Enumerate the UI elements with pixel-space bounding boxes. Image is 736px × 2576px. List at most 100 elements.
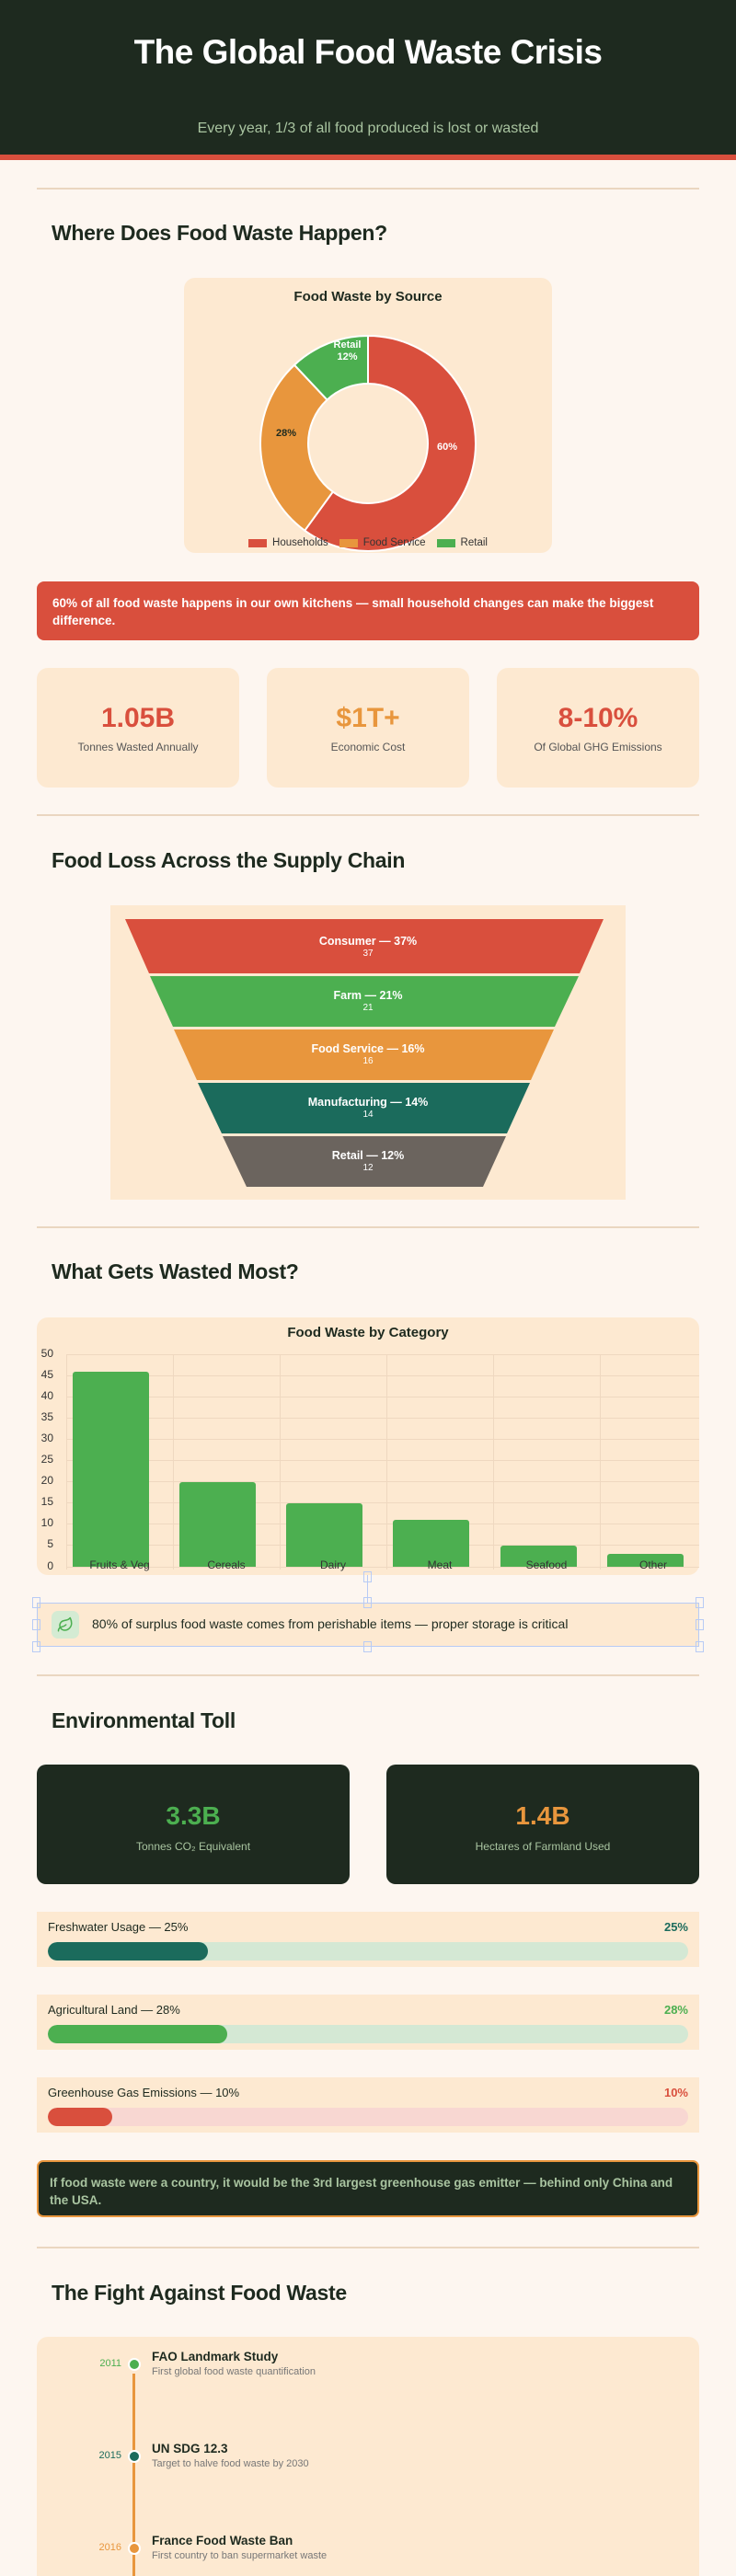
funnel-stage-manufacturing[interactable] [198,1083,530,1133]
donut-label-retail-name: Retail [333,339,362,351]
gridline-vertical [386,1354,387,1570]
donut-slice-food-service[interactable] [259,363,335,533]
bar-other[interactable] [607,1554,684,1567]
stat-label: Economic Cost [330,741,406,753]
donut-slice-households[interactable] [303,334,477,552]
section-title-what: What Gets Wasted Most? [52,1259,299,1283]
funnel-label-manufacturing: Manufacturing — 14% 14 [110,1096,626,1120]
gridline [66,1439,699,1440]
bar-chart-title: Food Waste by Category [287,1325,449,1340]
timeline-year: 2011 [99,2358,121,2369]
y-tick: 20 [40,1474,53,1487]
x-tick: Dairy [319,1558,346,1571]
selection-handle-right[interactable] [696,1619,704,1630]
meter-agricultural-land: Agricultural Land — 28% 28% [37,1995,699,2050]
bar-cereals[interactable] [179,1482,256,1567]
funnel-label-value: 12 [362,1163,374,1173]
donut-chart-title: Food Waste by Source [293,289,443,305]
env-card-label: Tonnes CO₂ Equivalent [135,1840,251,1853]
env-card-value: 1.4B [515,1801,570,1830]
meter-percent: 28% [663,2003,688,2017]
selection-handle-bottom-left[interactable] [32,1641,40,1652]
funnel-stage-food-service[interactable] [174,1029,554,1080]
section-divider [37,1674,699,1676]
gridline [66,1502,699,1503]
bar-seafood[interactable] [500,1546,577,1567]
meter-label: Agricultural Land — 28% [48,2003,180,2017]
progress-fill [48,2025,227,2043]
env-card-label: Hectares of Farmland Used [475,1840,611,1853]
stat-card-ghg: 8-10% Of Global GHG Emissions [497,668,699,788]
selection-handle-top[interactable] [363,1597,372,1608]
x-tick: Other [638,1558,667,1571]
selection-handle-top-left[interactable] [32,1597,40,1608]
gridline [66,1375,699,1376]
legend-swatch-households [248,538,268,547]
progress-fill [48,1942,208,1961]
donut-label-food-service: 28% [275,428,297,439]
stat-value: 8-10% [558,703,638,733]
bar-meat[interactable] [393,1520,469,1567]
legend-item-households[interactable]: Households [248,537,328,548]
funnel-label-main: Retail — 12% [331,1149,405,1162]
env-card-co2: 3.3B Tonnes CO₂ Equivalent [37,1765,350,1884]
x-tick: Cereals [207,1558,246,1571]
storage-callout-text: 80% of surplus food waste comes from per… [92,1616,569,1631]
selection-handle-top-right[interactable] [696,1597,704,1608]
selection-handle-bottom-right[interactable] [696,1641,704,1652]
donut-slice-retail[interactable] [293,334,369,402]
env-card-farmland: 1.4B Hectares of Farmland Used [386,1765,699,1884]
selection-rotate-line [367,1575,368,1603]
x-tick: Meat [427,1558,453,1571]
legend-swatch-food-service [339,538,358,547]
funnel-label-consumer: Consumer — 37% 37 [110,935,626,959]
timeline-description: First global food waste quantification [152,2366,316,2377]
progress-fill [48,2108,112,2126]
household-alert-banner: 60% of all food waste happens in our own… [37,581,699,640]
funnel-stage-farm[interactable] [150,976,579,1027]
funnel-label-farm: Farm — 21% 21 [110,989,626,1013]
timeline-line [132,2374,135,2576]
progress-track [48,1942,688,1961]
funnel-label-main: Consumer — 37% [318,935,418,948]
legend-item-retail[interactable]: Retail [436,537,488,548]
stat-value: 1.05B [100,703,176,733]
y-tick: 50 [40,1347,53,1360]
funnel-stage-consumer[interactable] [125,919,604,973]
section-divider [37,188,699,190]
y-tick: 40 [40,1389,53,1402]
timeline-dot [128,2358,141,2371]
y-tick: 10 [40,1516,53,1529]
selection-handle-bottom[interactable] [363,1641,372,1652]
donut-chart-card: Food Waste by Source 60% 28% Retail 12% … [184,278,552,553]
donut-label-retail: Retail 12% [327,339,368,363]
progress-track [48,2108,688,2126]
funnel-label-retail: Retail — 12% 12 [110,1149,626,1173]
funnel-stage-retail[interactable] [223,1136,506,1187]
x-tick: Seafood [525,1558,568,1571]
selection-handle-rotate[interactable] [363,1571,372,1582]
timeline-year: 2016 [98,2542,121,2553]
meter-percent: 10% [663,2086,688,2099]
gridline [66,1354,699,1355]
selection-handle-left[interactable] [32,1619,40,1630]
y-tick: 35 [40,1410,53,1423]
gridline-vertical [600,1354,601,1570]
legend-item-food-service[interactable]: Food Service [339,537,426,548]
section-title-where: Where Does Food Waste Happen? [52,221,387,245]
stat-label: Tonnes Wasted Annually [77,741,199,753]
stat-label: Of Global GHG Emissions [534,741,662,753]
y-tick: 30 [40,1432,53,1444]
storage-callout[interactable]: 80% of surplus food waste comes from per… [37,1603,699,1647]
x-axis-line [66,1567,699,1568]
bar-dairy[interactable] [286,1503,362,1567]
funnel-label-main: Food Service — 16% [311,1042,425,1055]
leaf-icon [52,1611,79,1639]
bar-fruits-veg[interactable] [73,1372,149,1567]
hero-header: The Global Food Waste Crisis Every year,… [0,0,736,155]
country-emitter-callout: If food waste were a country, it would b… [37,2160,699,2217]
donut-legend: Households Food Service Retail [184,537,552,548]
section-divider [37,2247,699,2248]
section-title-supply-chain: Food Loss Across the Supply Chain [52,848,406,872]
funnel-label-value: 14 [362,1110,374,1120]
